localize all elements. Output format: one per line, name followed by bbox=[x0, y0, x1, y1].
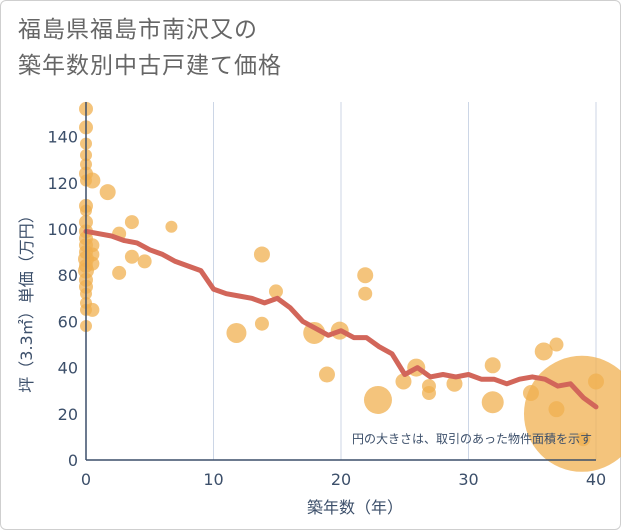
chart-title-line2: 築年数別中古戸建て価格 bbox=[18, 53, 282, 79]
data-bubble bbox=[446, 375, 463, 392]
data-bubble bbox=[484, 357, 501, 374]
x-tick-label: 10 bbox=[203, 470, 223, 489]
y-tick-label: 20 bbox=[58, 405, 78, 424]
x-tick-label: 40 bbox=[586, 470, 606, 489]
x-tick-label: 20 bbox=[331, 470, 351, 489]
axes: 0 10 20 30 40 0 20 40 60 80 100 120 140 bbox=[47, 102, 606, 489]
x-tick-label: 0 bbox=[81, 470, 91, 489]
data-bubble bbox=[395, 373, 412, 390]
data-bubble bbox=[358, 286, 373, 301]
data-bubble bbox=[137, 254, 152, 269]
data-bubble bbox=[85, 256, 100, 271]
data-bubble bbox=[481, 391, 504, 414]
y-tick-label: 40 bbox=[58, 359, 78, 378]
chart-title-line1: 福島県福島市南沢又の bbox=[18, 17, 258, 43]
data-bubble bbox=[124, 215, 139, 230]
bubble-layer bbox=[78, 101, 621, 472]
data-bubble bbox=[124, 249, 139, 264]
data-bubble bbox=[421, 386, 436, 401]
data-bubble bbox=[303, 321, 326, 344]
y-tick-label: 80 bbox=[58, 266, 78, 285]
y-tick-label: 140 bbox=[47, 128, 78, 147]
data-bubble bbox=[226, 322, 247, 343]
data-bubble bbox=[549, 337, 564, 352]
data-bubble bbox=[84, 172, 101, 189]
data-bubble bbox=[112, 265, 127, 280]
grid bbox=[213, 102, 597, 460]
data-bubble bbox=[268, 284, 283, 299]
data-bubble bbox=[357, 267, 374, 284]
y-tick-label: 0 bbox=[68, 451, 78, 470]
data-bubble bbox=[523, 355, 621, 472]
data-bubble bbox=[318, 366, 335, 383]
y-axis-label: 坪（3.3㎡）単価（万円） bbox=[17, 207, 36, 392]
data-bubble bbox=[99, 184, 116, 201]
y-tick-label: 120 bbox=[47, 174, 78, 193]
average-price-line bbox=[83, 228, 599, 410]
y-tick-label: 100 bbox=[47, 220, 78, 239]
data-bubble bbox=[576, 432, 591, 447]
data-bubble bbox=[85, 302, 100, 317]
y-tick-label: 60 bbox=[58, 312, 78, 331]
bubble-size-note: 円の大きさは、取引のあった物件面積を示す bbox=[352, 431, 592, 446]
data-bubble bbox=[165, 220, 178, 233]
chart-title: 福島県福島市南沢又の 築年数別中古戸建て価格 bbox=[18, 12, 282, 84]
data-bubble bbox=[534, 342, 553, 361]
x-axis-label: 築年数（年） bbox=[307, 498, 403, 517]
data-bubble bbox=[588, 373, 604, 390]
x-tick-label: 30 bbox=[458, 470, 478, 489]
data-bubble bbox=[253, 246, 270, 263]
data-bubble bbox=[363, 385, 392, 414]
data-bubble bbox=[254, 316, 269, 331]
